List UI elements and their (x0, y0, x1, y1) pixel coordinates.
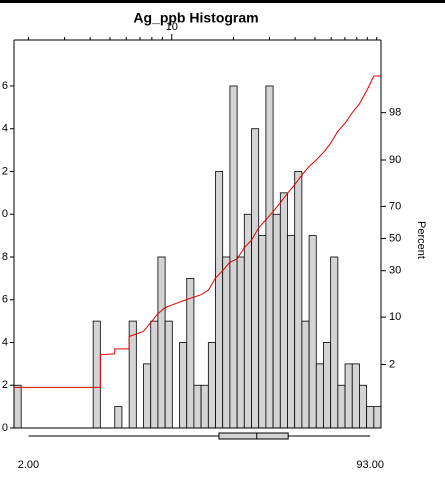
bar (222, 256, 231, 429)
bar (164, 320, 173, 429)
bar (294, 171, 303, 429)
bar (265, 85, 274, 429)
bar (301, 320, 310, 429)
y-tick-label: 2 (2, 379, 8, 391)
bar (337, 384, 346, 429)
bar (200, 384, 209, 429)
bar (13, 384, 22, 429)
bar (114, 406, 123, 429)
y-tick-label: 2 (2, 165, 8, 177)
bar (373, 406, 382, 429)
y-tick-label: 0 (2, 422, 8, 434)
x-tick-label: 10 (166, 21, 178, 33)
cumulative-line (14, 75, 381, 388)
bar (229, 85, 238, 429)
bar (207, 342, 216, 429)
y2-axis-label: Percent (415, 221, 427, 259)
y-tick-label: 6 (2, 80, 8, 92)
bar (344, 363, 353, 429)
bar (279, 192, 288, 429)
bar (287, 235, 296, 429)
bar (251, 128, 260, 429)
bar (258, 235, 267, 429)
y2-tick-label: 98 (389, 107, 401, 119)
bar (351, 363, 360, 429)
bar (179, 342, 188, 429)
min-label: 2.00 (18, 459, 39, 471)
bar (323, 342, 332, 429)
max-label: 93.00 (356, 459, 384, 471)
y-tick-label: 0 (2, 208, 8, 220)
bar (143, 363, 152, 429)
bar (315, 363, 324, 429)
bar (193, 384, 202, 429)
y2-tick-label: 70 (389, 200, 401, 212)
bar (236, 256, 245, 429)
bar (186, 277, 195, 429)
y2-tick-label: 50 (389, 232, 401, 244)
top-strip (0, 0, 445, 3)
y2-tick-label: 90 (389, 154, 401, 166)
bar (157, 256, 166, 429)
bar (215, 171, 224, 429)
y2-tick-label: 10 (389, 311, 401, 323)
bar (308, 235, 317, 429)
bar (330, 256, 339, 429)
y-tick-label: 4 (2, 336, 8, 348)
box (218, 432, 289, 440)
bar (128, 320, 137, 429)
chart-title: Ag_ppb Histogram (133, 10, 258, 26)
bar (92, 320, 101, 429)
y-tick-label: 6 (2, 294, 8, 306)
y2-tick-label: 30 (389, 265, 401, 277)
bar (359, 384, 368, 429)
y-tick-label: 4 (2, 123, 8, 135)
y2-tick-label: 2 (389, 358, 395, 370)
y-tick-label: 8 (2, 251, 8, 263)
bar (150, 320, 159, 429)
bar (366, 406, 375, 429)
bar (272, 213, 281, 429)
